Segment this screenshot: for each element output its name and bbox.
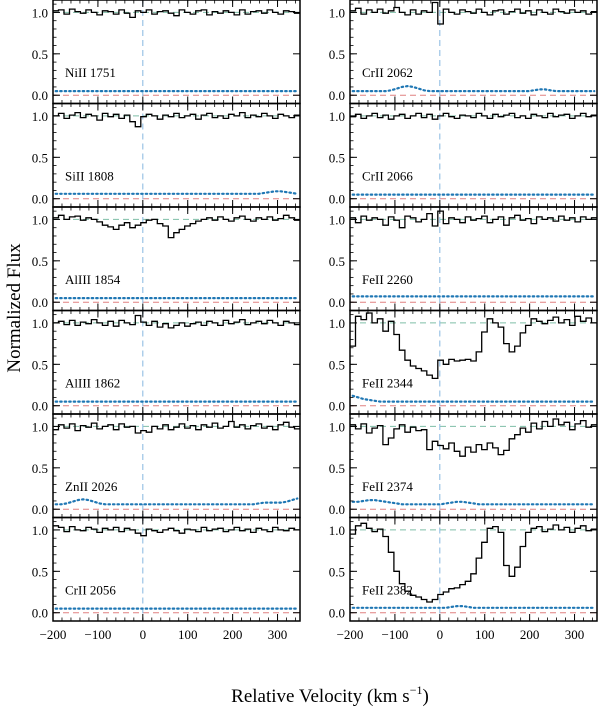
ion-label: FeII 2260: [362, 272, 413, 287]
ion-label: NiII 1751: [65, 65, 116, 80]
spectrum-panel: 0.0 0.5 1.0 FeII 2260: [329, 206, 598, 312]
y-axis-label: Normalized Flux: [4, 243, 25, 373]
y-tick-label: 0.0: [32, 88, 48, 103]
y-tick-label: 0.0: [32, 192, 48, 207]
x-tick-label: 300: [565, 627, 585, 642]
y-tick-label: 0.0: [329, 399, 345, 414]
error-spectrum-line: [351, 499, 596, 506]
panel-frame: [349, 516, 598, 622]
spectrum-panel: 0.0 0.5 1.0 −200 −100 0 100 200 300 FeII 2382: [329, 516, 598, 642]
y-tick-label: 1.0: [329, 5, 345, 20]
ion-label: CrII 2062: [362, 65, 413, 80]
flux-spectrum-line: [350, 312, 597, 380]
y-tick-label: 1.0: [329, 109, 345, 124]
x-tick-label: 100: [178, 627, 198, 642]
y-tick-label: 0.5: [32, 564, 48, 579]
y-tick-label: 0.5: [329, 357, 345, 372]
x-tick-label: 0: [437, 627, 444, 642]
error-spectrum-line: [351, 84, 596, 93]
ion-label: AlIII 1854: [65, 272, 121, 287]
spectrum-panel: 0.0 0.5 1.0 −200 −100 0 100 200 300 CrII 2056: [32, 516, 301, 642]
panel-frame: [52, 516, 301, 622]
flux-spectrum-line: [350, 210, 597, 229]
error-spectrum-line: [351, 605, 596, 609]
ion-label: CrII 2066: [362, 169, 413, 184]
x-tick-label: 200: [223, 627, 243, 642]
y-tick-label: 0.5: [32, 357, 48, 372]
spectrum-panel: 0.0 0.5 1.0 FeII 2344: [329, 309, 598, 415]
y-tick-label: 0.0: [329, 502, 345, 517]
y-tick-label: 1.0: [32, 109, 48, 124]
y-tick-label: 0.0: [329, 295, 345, 310]
flux-spectrum-line: [350, 522, 597, 603]
y-tick-label: 1.0: [32, 419, 48, 434]
ion-label: FeII 2374: [362, 479, 413, 494]
x-tick-label: −200: [337, 627, 364, 642]
y-tick-label: 0.0: [329, 606, 345, 621]
x-tick-label: 100: [475, 627, 495, 642]
y-tick-label: 0.0: [32, 295, 48, 310]
flux-spectrum-line: [53, 314, 300, 329]
y-tick-label: 0.0: [32, 606, 48, 621]
y-tick-label: 1.0: [329, 316, 345, 331]
x-axis-label: Relative Velocity (km s−1): [231, 683, 429, 707]
flux-spectrum-line: [53, 525, 300, 537]
y-tick-label: 0.5: [329, 150, 345, 165]
y-tick-label: 0.5: [32, 150, 48, 165]
x-tick-label: −100: [84, 627, 111, 642]
spectrum-panel: 0.0 0.5 1.0 AlIII 1862: [32, 309, 301, 415]
y-tick-label: 0.5: [32, 461, 48, 476]
flux-spectrum-line: [350, 418, 597, 457]
ion-label: AlIII 1862: [65, 376, 120, 391]
y-tick-label: 1.0: [32, 5, 48, 20]
x-tick-label: −100: [381, 627, 408, 642]
flux-spectrum-line: [350, 1, 597, 25]
y-tick-label: 0.5: [329, 461, 345, 476]
y-tick-label: 1.0: [329, 523, 345, 538]
ion-label: ZnII 2026: [65, 479, 118, 494]
spectrum-panel: 0.0 0.5 1.0 CrII 2062: [329, 0, 598, 105]
flux-spectrum-line: [350, 112, 597, 120]
x-tick-label: 0: [140, 627, 147, 642]
ion-label: FeII 2344: [362, 376, 413, 391]
y-tick-label: 0.0: [329, 192, 345, 207]
y-tick-label: 1.0: [32, 212, 48, 227]
x-tick-label: −200: [40, 627, 67, 642]
y-tick-label: 0.5: [329, 254, 345, 269]
x-tick-label: 200: [520, 627, 540, 642]
spectrum-panel: 0.0 0.5 1.0 NiII 1751: [32, 0, 301, 105]
flux-spectrum-line: [53, 8, 300, 19]
y-tick-label: 1.0: [329, 419, 345, 434]
error-spectrum-line: [54, 497, 299, 506]
y-tick-label: 0.5: [32, 254, 48, 269]
y-tick-label: 1.0: [32, 316, 48, 331]
ion-label: FeII 2382: [362, 583, 413, 598]
flux-spectrum-line: [53, 111, 300, 128]
y-tick-label: 0.0: [32, 399, 48, 414]
error-spectrum-line: [351, 394, 596, 403]
y-tick-label: 1.0: [32, 523, 48, 538]
flux-spectrum-line: [53, 214, 300, 239]
x-tick-label: 300: [268, 627, 288, 642]
y-tick-label: 0.5: [329, 564, 345, 579]
y-tick-label: 0.5: [32, 47, 48, 62]
y-tick-label: 1.0: [329, 212, 345, 227]
ion-label: SiII 1808: [65, 169, 114, 184]
y-tick-label: 0.0: [32, 502, 48, 517]
flux-spectrum-line: [53, 420, 300, 434]
error-spectrum-line: [54, 190, 299, 195]
y-tick-label: 0.0: [329, 88, 345, 103]
y-tick-label: 0.5: [329, 47, 345, 62]
ion-label: CrII 2056: [65, 583, 116, 598]
